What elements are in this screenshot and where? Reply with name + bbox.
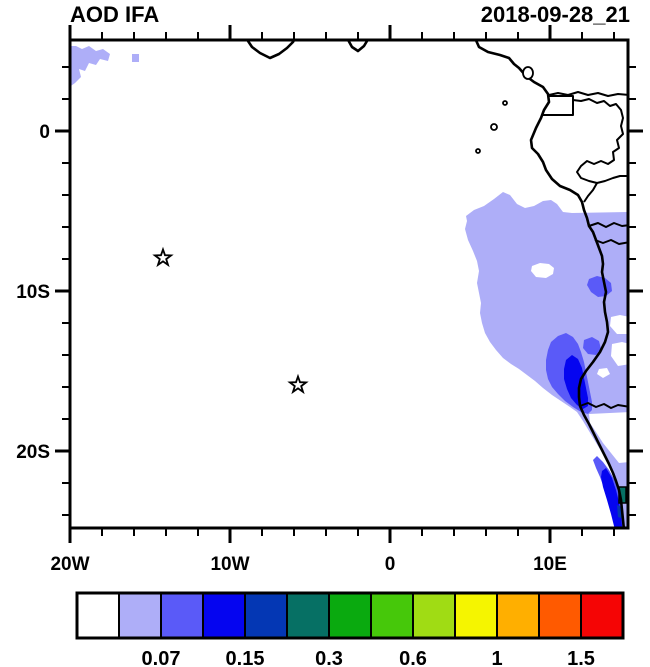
country-border bbox=[572, 98, 628, 184]
colorbar-cell bbox=[202, 592, 246, 639]
aod-region-dark bbox=[564, 355, 588, 409]
plot-title: AOD IFA bbox=[70, 2, 160, 27]
y-axis-label: 0 bbox=[39, 122, 50, 143]
x-axis-label: 10W bbox=[210, 554, 249, 575]
colorbar-cell bbox=[538, 592, 582, 639]
aod-region-dark bbox=[601, 468, 622, 528]
x-axis-label: 20W bbox=[50, 554, 89, 575]
colorbar-cell bbox=[244, 592, 288, 639]
island-outline bbox=[475, 148, 481, 154]
star-marker bbox=[287, 373, 309, 395]
x-axis-label: 0 bbox=[385, 554, 396, 575]
aod-region-white bbox=[531, 263, 554, 278]
islands bbox=[475, 66, 534, 154]
island-outline bbox=[490, 123, 498, 131]
colorbar-outline bbox=[75, 591, 625, 640]
y-axis-label: 10S bbox=[16, 282, 50, 303]
island-outline bbox=[522, 66, 534, 80]
map-frame-and-ticks bbox=[55, 25, 643, 543]
island-outline bbox=[502, 100, 508, 106]
colorbar-cell bbox=[328, 592, 372, 639]
aod-region-white bbox=[611, 342, 628, 366]
colorbar-cell bbox=[118, 592, 162, 639]
country-border bbox=[548, 91, 628, 97]
map-frame bbox=[68, 38, 630, 530]
aod-region-white bbox=[610, 315, 628, 334]
coastline-path bbox=[474, 40, 626, 528]
colorbar-cell bbox=[286, 592, 330, 639]
colorbar-label: 0.15 bbox=[226, 648, 265, 667]
colorbar-cell bbox=[496, 592, 540, 639]
star-marker bbox=[152, 246, 174, 268]
colorbar-label: 1.5 bbox=[567, 648, 595, 667]
country-border bbox=[579, 402, 628, 409]
colorbar-cell bbox=[76, 592, 120, 639]
colorbar-label: 0.6 bbox=[399, 648, 427, 667]
aod-region-light bbox=[70, 46, 110, 87]
aod-shading-regions bbox=[70, 46, 628, 528]
station-star-markers bbox=[152, 246, 309, 395]
country-border bbox=[583, 182, 598, 203]
colorbar-cell bbox=[160, 592, 204, 639]
country-border bbox=[594, 239, 628, 245]
plot-timestamp: 2018-09-28_21 bbox=[480, 2, 630, 27]
aod-region-white bbox=[589, 412, 628, 463]
colorbar-label: 1 bbox=[491, 648, 502, 667]
axis-tick-labels: 20W 10W 0 10E 0 10S 20S bbox=[16, 122, 567, 575]
colorbar-cell bbox=[580, 592, 624, 639]
colorbar-cell bbox=[412, 592, 456, 639]
country-borders bbox=[543, 91, 628, 409]
colorbar-label: 0.07 bbox=[142, 648, 181, 667]
coastline-path bbox=[245, 40, 296, 60]
aod-region-light bbox=[132, 54, 139, 62]
aod-colorbar: 0.07 0.15 0.3 0.6 1 1.5 bbox=[75, 591, 625, 667]
country-border bbox=[543, 95, 574, 116]
x-axis-label: 10E bbox=[533, 554, 567, 575]
colorbar-cell bbox=[454, 592, 498, 639]
aod-region-white bbox=[597, 368, 610, 378]
colorbar-cell bbox=[370, 592, 414, 639]
aod-region-medium bbox=[583, 337, 601, 355]
country-border bbox=[588, 222, 628, 228]
y-axis-label: 20S bbox=[16, 442, 50, 463]
colorbar-label: 0.3 bbox=[315, 648, 343, 667]
